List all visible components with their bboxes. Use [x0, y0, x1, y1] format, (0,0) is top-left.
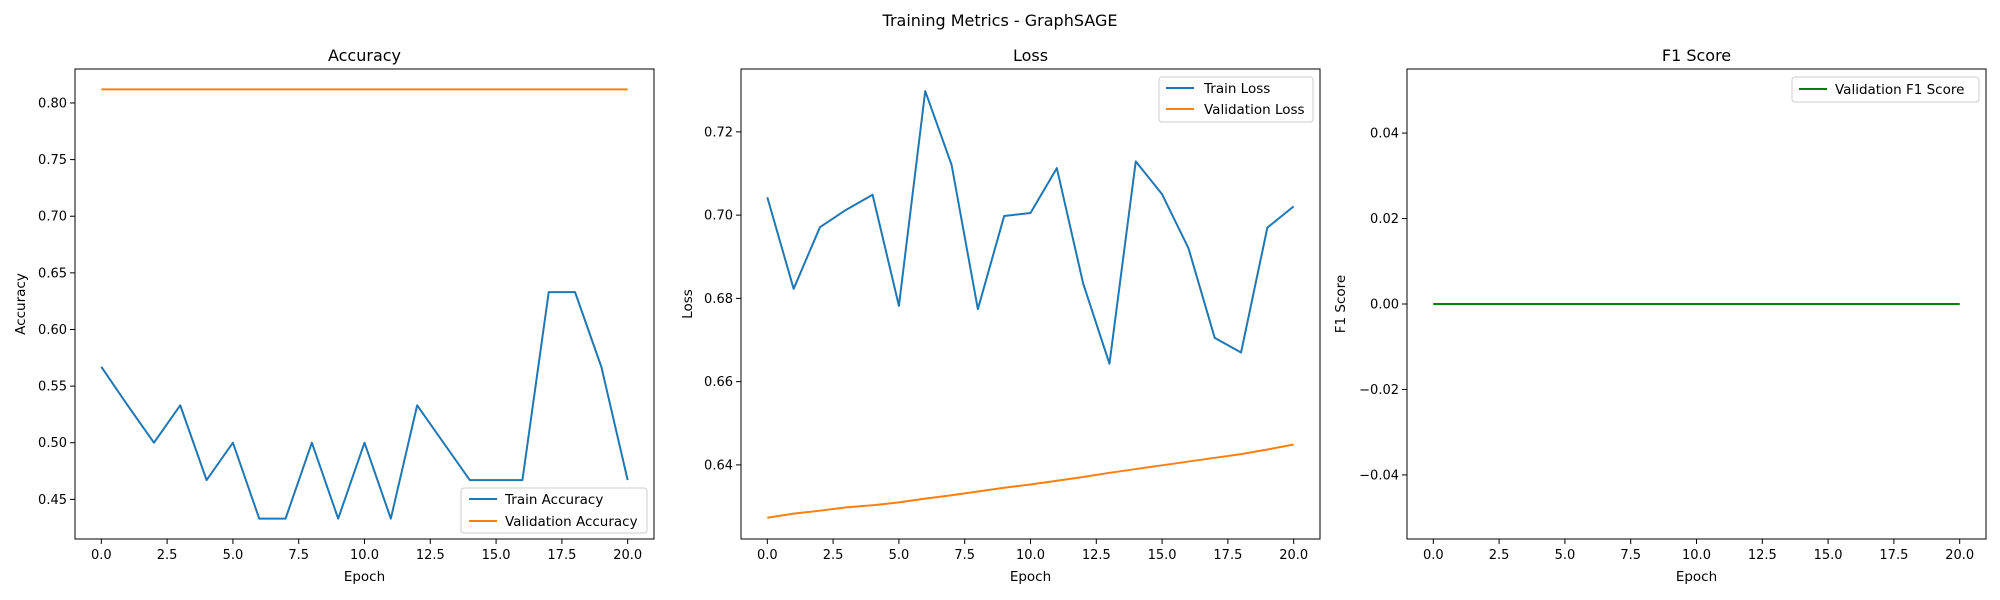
- accuracy-legend-label-validation: Validation Accuracy: [505, 514, 638, 530]
- accuracy-y-tick-label: 0.45: [38, 493, 67, 508]
- loss-legend-box: [1158, 76, 1314, 123]
- accuracy-x-tick-label: 17.5: [547, 548, 576, 563]
- loss-x-tick-label: 5.0: [889, 548, 910, 563]
- accuracy-y-tick-label: 0.80: [38, 96, 67, 111]
- f1-score-y-tick-label: 0.00: [1370, 298, 1399, 313]
- accuracy-x-tick-label: 7.5: [288, 548, 309, 563]
- f1-score-y-axis-label: F1 Score: [1333, 275, 1349, 333]
- figure-suptitle: Training Metrics - GraphSAGE: [882, 11, 1118, 30]
- loss-series-validation-loss-line: [767, 443, 1294, 519]
- loss-x-tick-label: 17.5: [1213, 548, 1242, 563]
- loss-y-tick-label: 0.68: [704, 292, 733, 307]
- loss-subplot: Loss 0.0 2.5 5.0 7.5 10.0 12.5 15.0 17.5 20.0 0.6…: [680, 46, 1321, 585]
- loss-y-tick-label: 0.64: [704, 458, 733, 473]
- f1-score-x-tick-label: 5.0: [1555, 548, 1576, 563]
- accuracy-y-tick-label: 0.65: [38, 266, 67, 281]
- accuracy-series-train-accuracy-line: [100, 291, 629, 520]
- loss-series-train-loss-line: [766, 90, 1295, 365]
- accuracy-ticks: 0.0 2.5 5.0 7.5 10.0 12.5 15.0 17.5 20.0 0.45 0.50…: [38, 96, 642, 563]
- loss-y-axis-label: Loss: [680, 289, 696, 319]
- f1-score-x-tick-label: 2.5: [1489, 548, 1510, 563]
- f1-score-y-tick-label: −0.04: [1359, 468, 1399, 483]
- loss-subplot-title: Loss: [1013, 46, 1048, 65]
- accuracy-x-tick-label: 20.0: [613, 548, 642, 563]
- loss-x-tick-label: 15.0: [1148, 548, 1177, 563]
- accuracy-y-axis-label: Accuracy: [13, 273, 29, 335]
- loss-x-axis-label: Epoch: [1010, 569, 1051, 585]
- accuracy-series: [100, 88, 629, 520]
- loss-ticks: 0.0 2.5 5.0 7.5 10.0 12.5 15.0 17.5 20.0 0.64 0.66…: [704, 125, 1308, 563]
- f1-score-legend-label: Validation F1 Score: [1835, 82, 1964, 98]
- accuracy-x-tick-label: 0.0: [91, 548, 112, 563]
- f1-score-y-tick-label: 0.04: [1370, 127, 1399, 142]
- accuracy-x-tick-label: 5.0: [223, 548, 244, 563]
- f1-score-legend-box: [1791, 76, 1980, 103]
- accuracy-y-tick-label: 0.60: [38, 323, 67, 338]
- accuracy-subplot: Accuracy 0.0 2.5 5.0 7.5 10.0 12.5 15.0 17.5 20.…: [13, 46, 655, 585]
- f1-score-x-tick-label: 7.5: [1620, 548, 1641, 563]
- loss-x-tick-label: 2.5: [823, 548, 844, 563]
- loss-y-tick-label: 0.72: [704, 125, 733, 140]
- accuracy-y-tick-label: 0.70: [38, 210, 67, 225]
- accuracy-legend-box: [460, 487, 648, 534]
- f1-score-x-axis-label: Epoch: [1676, 569, 1717, 585]
- f1-score-subplot-title: F1 Score: [1662, 46, 1731, 65]
- f1-score-x-tick-label: 0.0: [1423, 548, 1444, 563]
- accuracy-legend: Train Accuracy Validation Accuracy: [460, 487, 648, 534]
- loss-legend: Train Loss Validation Loss: [1158, 76, 1314, 123]
- f1-score-x-tick-label: 17.5: [1879, 548, 1908, 563]
- loss-legend-label-validation: Validation Loss: [1204, 102, 1305, 118]
- f1-score-x-tick-label: 15.0: [1814, 548, 1843, 563]
- f1-score-x-tick-label: 20.0: [1945, 548, 1974, 563]
- f1-score-y-tick-label: 0.02: [1370, 212, 1399, 227]
- loss-x-tick-label: 20.0: [1279, 548, 1308, 563]
- f1-score-legend: Validation F1 Score: [1791, 76, 1980, 103]
- loss-x-tick-label: 12.5: [1082, 548, 1111, 563]
- f1-score-subplot: F1 Score 0.0 2.5 5.0 7.5 10.0 12.5 15.0 17.5 20.…: [1333, 46, 1987, 585]
- f1-score-y-tick-label: −0.02: [1359, 383, 1399, 398]
- accuracy-x-axis-label: Epoch: [344, 569, 385, 585]
- accuracy-x-tick-label: 2.5: [157, 548, 178, 563]
- accuracy-x-tick-label: 10.0: [350, 548, 379, 563]
- accuracy-x-tick-label: 15.0: [482, 548, 511, 563]
- loss-series: [766, 90, 1295, 519]
- accuracy-y-tick-label: 0.50: [38, 436, 67, 451]
- loss-x-tick-label: 10.0: [1016, 548, 1045, 563]
- f1-score-x-tick-label: 12.5: [1748, 548, 1777, 563]
- loss-y-tick-label: 0.66: [704, 375, 733, 390]
- accuracy-subplot-title: Accuracy: [328, 46, 401, 65]
- loss-x-tick-label: 0.0: [757, 548, 778, 563]
- accuracy-y-tick-label: 0.75: [38, 153, 67, 168]
- f1-score-ticks: 0.0 2.5 5.0 7.5 10.0 12.5 15.0 17.5 20.0 −0.04 −0.…: [1359, 127, 1974, 563]
- loss-y-tick-label: 0.70: [704, 209, 733, 224]
- f1-score-x-tick-label: 10.0: [1682, 548, 1711, 563]
- accuracy-legend-label-train: Train Accuracy: [504, 492, 603, 508]
- accuracy-y-tick-label: 0.55: [38, 380, 67, 395]
- loss-legend-label-train: Train Loss: [1203, 81, 1270, 97]
- loss-x-tick-label: 7.5: [954, 548, 975, 563]
- accuracy-x-tick-label: 12.5: [416, 548, 445, 563]
